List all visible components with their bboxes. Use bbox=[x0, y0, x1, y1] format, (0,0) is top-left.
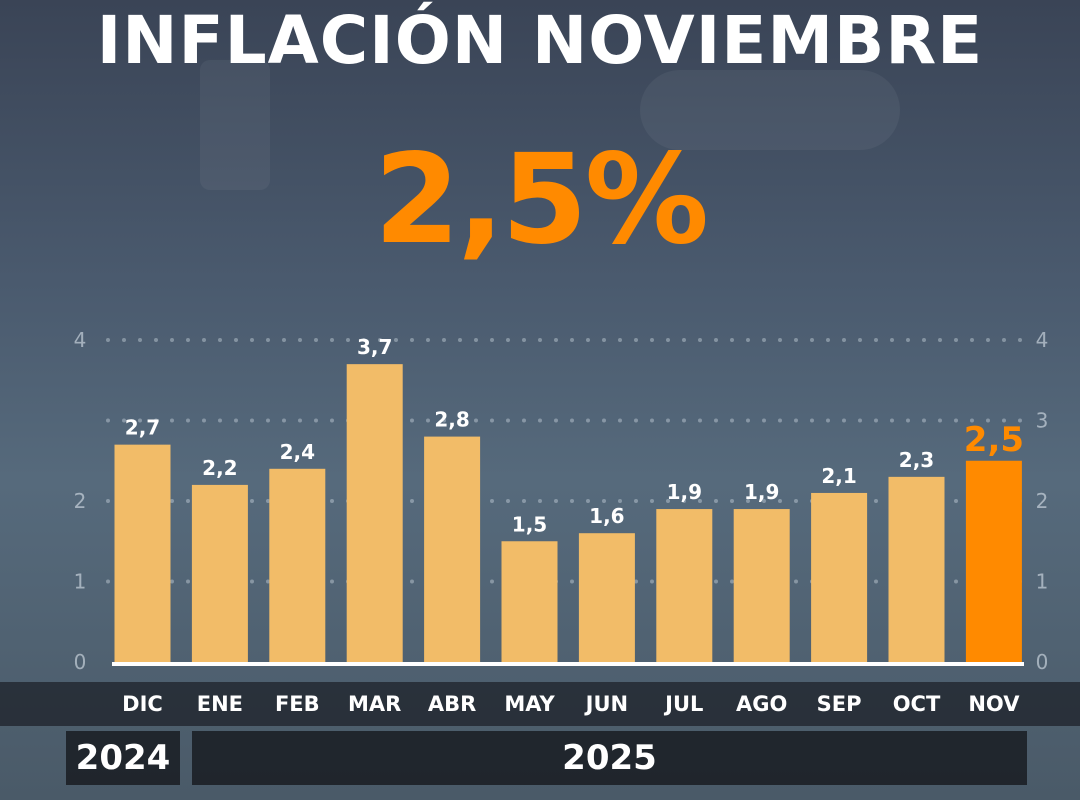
x-tick-label: MAY bbox=[504, 692, 555, 716]
data-label: 2,4 bbox=[280, 440, 315, 464]
y-tick-right: 0 bbox=[1036, 650, 1049, 674]
bar bbox=[269, 468, 326, 662]
data-label: 2,1 bbox=[821, 464, 856, 488]
bar bbox=[424, 436, 481, 662]
x-tick-label: OCT bbox=[893, 692, 941, 716]
data-label: 2,8 bbox=[434, 408, 469, 432]
data-label: 2,5 bbox=[964, 420, 1024, 460]
bar bbox=[114, 444, 171, 662]
x-tick-label: MAR bbox=[348, 692, 401, 716]
y-tick-left: 0 bbox=[74, 650, 87, 674]
y-tick-left: 2 bbox=[74, 489, 87, 513]
x-tick-label: AGO bbox=[736, 692, 787, 716]
bar bbox=[501, 541, 558, 662]
x-tick-label: DIC bbox=[122, 692, 163, 716]
data-label: 1,6 bbox=[589, 504, 624, 528]
bar bbox=[578, 533, 635, 662]
y-tick-left: 1 bbox=[74, 570, 87, 594]
y-tick-right: 4 bbox=[1036, 328, 1049, 352]
year-label-2024: 2024 bbox=[66, 731, 180, 785]
y-tick-right: 1 bbox=[1036, 570, 1049, 594]
data-label: 1,9 bbox=[667, 480, 702, 504]
bar bbox=[656, 509, 713, 662]
data-label: 1,9 bbox=[744, 480, 779, 504]
data-label: 1,5 bbox=[512, 512, 547, 536]
bar bbox=[888, 476, 945, 662]
bar bbox=[733, 509, 790, 662]
month-labels-band bbox=[0, 682, 1080, 726]
x-tick-label: ABR bbox=[428, 692, 476, 716]
x-tick-label: SEP bbox=[817, 692, 862, 716]
x-tick-label: ENE bbox=[197, 692, 243, 716]
data-label: 2,2 bbox=[202, 456, 237, 480]
data-label: 2,3 bbox=[899, 448, 934, 472]
data-label: 3,7 bbox=[357, 335, 392, 359]
data-label: 2,7 bbox=[125, 416, 160, 440]
bar bbox=[811, 492, 868, 662]
y-tick-right: 2 bbox=[1036, 489, 1049, 513]
headline-value: 2,5% bbox=[374, 128, 709, 272]
y-tick-left: 4 bbox=[74, 328, 87, 352]
x-tick-label: NOV bbox=[968, 692, 1020, 716]
x-tick-label: FEB bbox=[275, 692, 320, 716]
bar bbox=[346, 364, 403, 662]
x-tick-label: JUN bbox=[584, 692, 628, 716]
y-tick-right: 3 bbox=[1036, 409, 1049, 433]
bar bbox=[965, 460, 1022, 662]
page-title: INFLACIÓN NOVIEMBRE bbox=[96, 2, 984, 79]
x-tick-label: JUL bbox=[663, 692, 703, 716]
bar bbox=[191, 484, 248, 662]
year-label-2025: 2025 bbox=[192, 731, 1027, 785]
